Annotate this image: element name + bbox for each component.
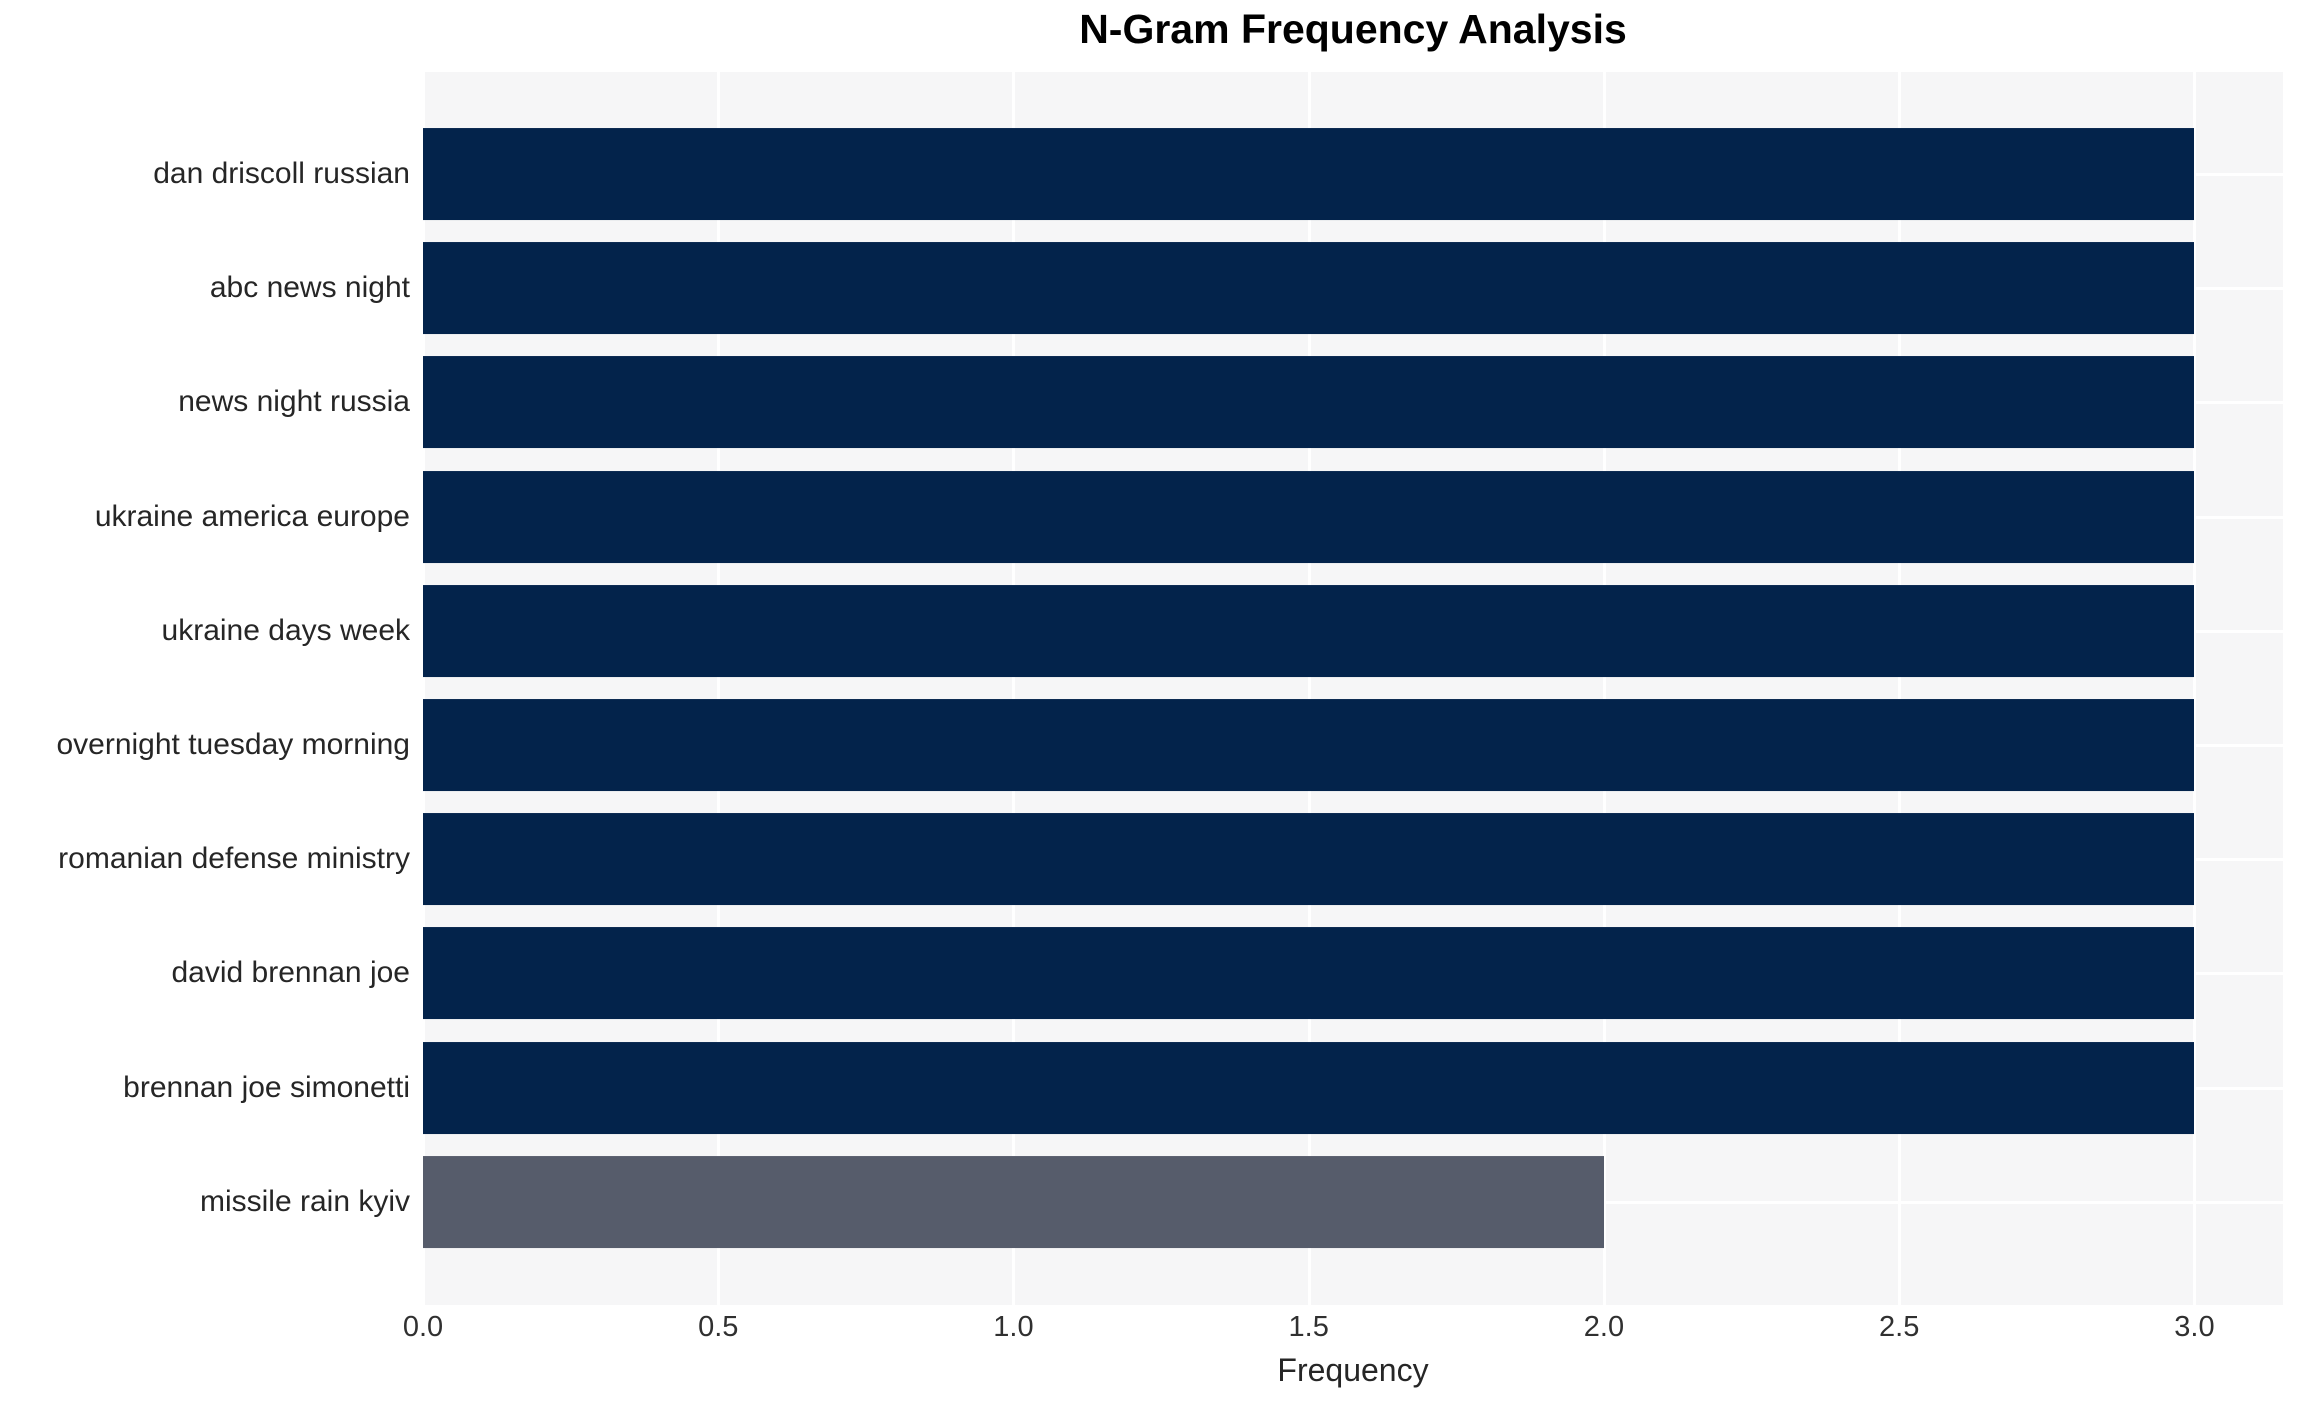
- bar-row: [423, 574, 2283, 688]
- bar-overnight-tuesday-morning: [423, 699, 2195, 791]
- chart-title: N-Gram Frequency Analysis: [1079, 6, 1627, 52]
- x-tick-label: 2.5: [1879, 1311, 1920, 1343]
- category-label: overnight tuesday morning: [56, 728, 410, 762]
- bars-container: [423, 117, 2283, 1259]
- bar-abc-news-night: [423, 242, 2195, 335]
- category-label: dan driscoll russian: [153, 157, 410, 191]
- bar-david-brennan-joe: [423, 927, 2195, 1020]
- bar-row: [423, 688, 2283, 802]
- bar-missile-rain-kyiv: [423, 1155, 1604, 1248]
- x-gridline: [1898, 72, 1902, 1305]
- bar-romanian-defense-ministry: [423, 813, 2195, 906]
- bar-ukraine-america-europe: [423, 470, 2195, 563]
- x-tick-label: 0.0: [402, 1311, 444, 1343]
- x-axis-label: Frequency: [1277, 1352, 1429, 1388]
- category-label: david brennan joe: [171, 956, 410, 990]
- bar-dan-driscoll-russian: [423, 128, 2195, 221]
- category-label: ukraine days week: [161, 613, 410, 647]
- x-tick-label: 1.0: [993, 1311, 1034, 1343]
- x-gridline: [1012, 72, 1016, 1305]
- x-gridline: [2193, 72, 2197, 1305]
- x-gridline: [422, 72, 425, 1305]
- x-tick-label: 2.0: [1583, 1311, 1625, 1343]
- bar-row: [423, 345, 2283, 459]
- bar-ukraine-days-week: [423, 584, 2195, 677]
- bar-row: [423, 460, 2283, 574]
- bar-row: [423, 1031, 2283, 1145]
- x-axis-ticks: 0.0 0.5 1.0 1.5 2.0 2.5 3.0: [403, 1311, 2283, 1347]
- bar-row: [423, 1145, 2283, 1259]
- x-gridline: [1602, 72, 1606, 1305]
- category-label: ukraine america europe: [94, 499, 410, 533]
- x-gridline: [717, 72, 721, 1305]
- bar-row: [423, 117, 2283, 231]
- category-label: missile rain kyiv: [199, 1184, 410, 1218]
- category-label: romanian defense ministry: [58, 842, 410, 876]
- x-tick-label: 3.0: [2174, 1311, 2215, 1343]
- bar-brennan-joe-simonetti: [423, 1041, 2195, 1134]
- category-label: news night russia: [178, 385, 410, 419]
- x-tick-label: 1.5: [1288, 1311, 1329, 1343]
- bar-row: [423, 916, 2283, 1030]
- bar-row: [423, 231, 2283, 345]
- x-gridline: [1307, 72, 1311, 1305]
- bar-row: [423, 802, 2283, 916]
- x-tick-label: 0.5: [698, 1311, 739, 1343]
- category-label: brennan joe simonetti: [123, 1070, 410, 1104]
- bar-news-night-russia: [423, 356, 2195, 449]
- plot-area: [422, 72, 2283, 1305]
- y-axis-labels: dan driscoll russian abc news night news n…: [0, 117, 410, 1259]
- category-label: abc news night: [209, 271, 410, 305]
